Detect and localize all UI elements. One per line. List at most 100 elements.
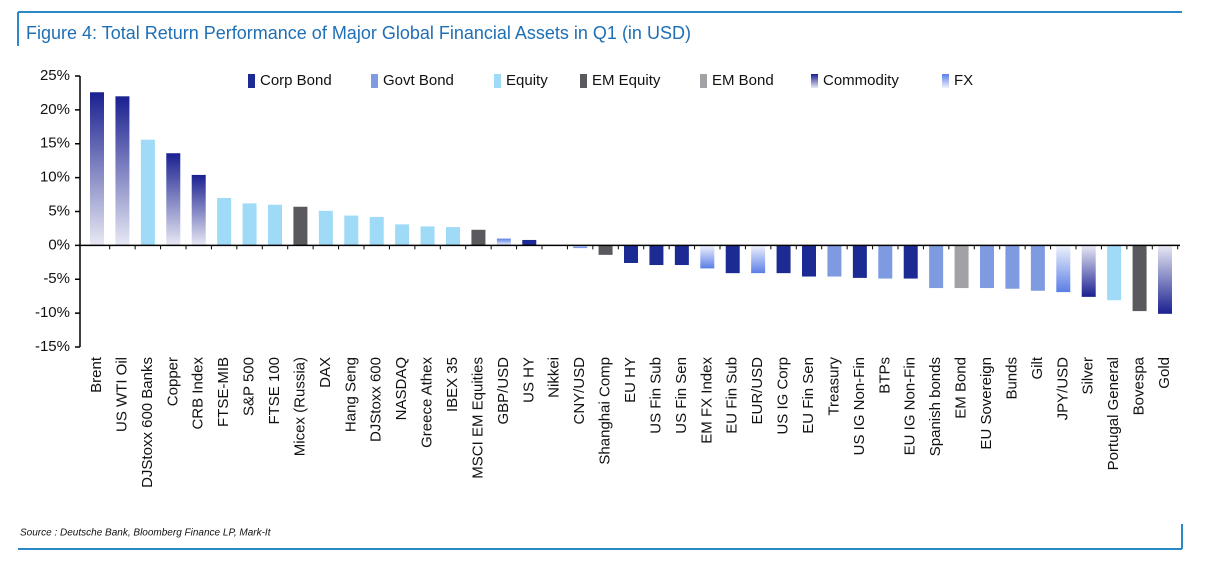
- bar: [954, 245, 969, 289]
- x-tick-label: EU Fin Sub: [724, 357, 741, 434]
- bar: [980, 245, 994, 289]
- chart-title: Figure 4: Total Return Performance of Ma…: [26, 23, 691, 43]
- x-tick-label: US IG Corp: [775, 357, 792, 435]
- legend-label: Equity: [506, 72, 548, 89]
- bar: [674, 245, 689, 266]
- legend-label: EM Equity: [592, 72, 661, 89]
- bar: [1132, 245, 1147, 312]
- x-tick-label: Bunds: [1003, 357, 1020, 400]
- bar: [217, 197, 232, 246]
- bar: [649, 245, 664, 266]
- x-tick-label: US IG Non-Fin: [851, 357, 868, 455]
- bar: [1107, 245, 1122, 301]
- x-tick-label: Bovespa: [1131, 356, 1148, 415]
- x-tick-label: Treasury: [825, 357, 842, 416]
- bar: [344, 215, 359, 246]
- x-tick-label: EU Fin Sen: [800, 357, 817, 434]
- x-tick-label: CNY/USD: [571, 357, 588, 425]
- x-tick-label: DJStoxx 600: [368, 357, 385, 442]
- bar: [598, 245, 613, 255]
- x-tick-label: Copper: [164, 357, 181, 406]
- x-tick-label: EU Sovereign: [978, 357, 995, 450]
- x-tick-label: Silver: [1080, 357, 1097, 395]
- bar: [1158, 245, 1172, 314]
- x-tick-label: FTSE-MIB: [215, 357, 232, 427]
- bar: [446, 227, 460, 246]
- bar: [802, 245, 816, 277]
- bar: [1005, 245, 1020, 289]
- bar: [624, 245, 638, 263]
- x-tick-label: Micex (Russia): [291, 357, 308, 456]
- x-tick-label: DJStoxx 600 Banks: [139, 357, 156, 488]
- bar: [242, 203, 257, 246]
- bar: [471, 229, 486, 246]
- bar: [929, 245, 944, 289]
- x-tick-label: EU IG Non-Fin: [902, 357, 919, 455]
- bar: [191, 174, 206, 246]
- bar: [1030, 245, 1045, 291]
- x-tick-label: Greece Athex: [419, 357, 436, 448]
- x-tick-label: CRB Index: [190, 357, 207, 430]
- bar: [496, 238, 511, 246]
- bar: [878, 245, 893, 279]
- x-tick-label: US WTI Oil: [113, 357, 130, 432]
- x-tick-label: DAX: [317, 357, 334, 388]
- x-tick-label: FTSE 100: [266, 357, 283, 425]
- x-tick-label: Spanish bonds: [927, 357, 944, 456]
- x-tick-label: EM FX Index: [698, 357, 715, 444]
- bar: [318, 210, 333, 246]
- bar: [1056, 245, 1071, 293]
- y-tick-label: 25%: [40, 67, 70, 84]
- x-tick-label: US Fin Sen: [673, 357, 690, 434]
- x-tick-label: US Fin Sub: [647, 357, 664, 434]
- y-tick-label: 0%: [48, 236, 70, 253]
- x-tick-label: JPY/USD: [1054, 357, 1071, 421]
- legend-swatch: [942, 74, 949, 88]
- x-tick-label: Portugal General: [1105, 357, 1122, 470]
- legend-label: Govt Bond: [383, 72, 454, 89]
- x-tick-label: US HY: [520, 357, 537, 403]
- legend-swatch: [811, 74, 818, 88]
- legend-swatch: [580, 74, 587, 88]
- legend-swatch: [248, 74, 255, 88]
- legend-label: Commodity: [823, 72, 899, 89]
- x-tick-label: NASDAQ: [393, 357, 410, 420]
- source-note: Source : Deutsche Bank, Bloomberg Financ…: [20, 528, 272, 539]
- x-tick-label: Shanghai Comp: [597, 357, 614, 465]
- x-tick-label: S&P 500: [241, 357, 258, 416]
- bar: [420, 226, 435, 246]
- x-tick-label: Gold: [1156, 357, 1173, 389]
- bar: [522, 239, 537, 246]
- bar: [573, 245, 588, 249]
- x-tick-label: Gilt: [1029, 356, 1046, 379]
- x-tick-label: EUR/USD: [749, 357, 766, 425]
- bar: [268, 204, 282, 246]
- bar: [725, 245, 740, 274]
- y-tick-label: 15%: [40, 135, 70, 152]
- legend-swatch: [494, 74, 501, 88]
- bar: [90, 92, 104, 246]
- legend-swatch: [371, 74, 378, 88]
- bar: [369, 216, 384, 246]
- x-tick-label: GBP/USD: [495, 357, 512, 425]
- x-tick-label: Hang Seng: [342, 357, 359, 432]
- x-tick-label: MSCI EM Equities: [469, 357, 486, 479]
- bar: [395, 224, 410, 246]
- bar: [293, 206, 308, 246]
- y-tick-label: 20%: [40, 101, 70, 118]
- bar: [827, 245, 842, 277]
- x-tick-label: EU HY: [622, 357, 639, 403]
- bar: [140, 139, 155, 246]
- x-tick-label: EM Bond: [953, 357, 970, 419]
- legend-label: Corp Bond: [260, 72, 332, 89]
- y-tick-label: 5%: [48, 202, 70, 219]
- bar: [700, 245, 715, 269]
- bar: [115, 96, 130, 246]
- bar: [751, 245, 766, 274]
- x-tick-label: IBEX 35: [444, 357, 461, 412]
- bar: [776, 245, 791, 274]
- legend-swatch: [700, 74, 707, 88]
- y-tick-label: -15%: [35, 338, 70, 355]
- y-tick-label: -5%: [43, 270, 70, 287]
